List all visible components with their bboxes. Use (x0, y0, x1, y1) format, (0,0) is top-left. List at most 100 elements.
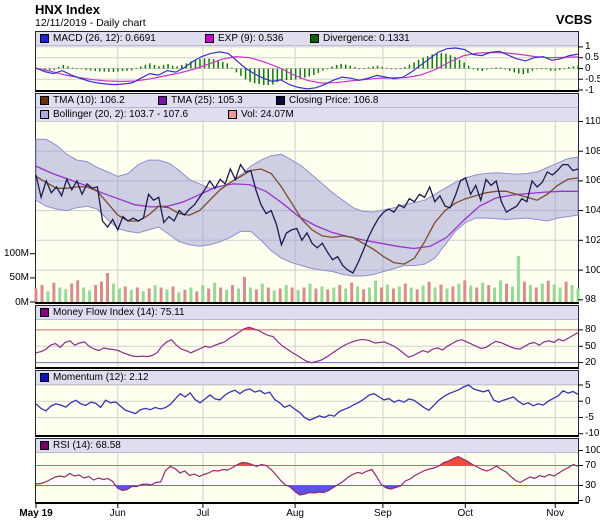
divergence-bar (222, 61, 224, 69)
legend-label: MACD (26, 12): 0.6691 (53, 33, 156, 44)
volume-bar (397, 286, 401, 302)
divergence-bar (527, 68, 529, 73)
divergence-bar (253, 68, 256, 84)
divergence-bar (349, 65, 351, 69)
divergence-bar (490, 68, 493, 69)
divergence-bar (408, 64, 411, 69)
volume-bar (135, 287, 139, 302)
volume-bar (248, 287, 252, 302)
divergence-bar (363, 68, 365, 69)
divergence-bar (285, 68, 288, 81)
divergence-bar (299, 68, 301, 79)
volume-bar (195, 291, 199, 302)
legend-label: EXP (9): 0.536 (218, 33, 284, 44)
legend-label: RSI (14): 68.58 (53, 440, 121, 451)
volume-bar (516, 256, 520, 302)
volume-bar (326, 289, 330, 302)
divergence-bar (486, 68, 488, 70)
divergence-bar (62, 65, 65, 69)
divergence-bar (67, 66, 69, 69)
divergence-bar (504, 68, 506, 70)
rsi-y-label: 0 (585, 495, 591, 506)
volume-bar (433, 287, 437, 302)
volume-bar (475, 287, 479, 302)
volume-bar (213, 282, 217, 302)
divergence-bar (399, 68, 402, 70)
divergence-bar (536, 68, 538, 70)
legend-mfi: Money Flow Index (14): 75.11 (36, 306, 578, 320)
legend-swatch-icon (310, 34, 319, 43)
macd-y-label: 0.5 (585, 52, 599, 64)
volume-bar (123, 286, 127, 302)
divergence-bar (53, 68, 55, 70)
macd-y-label: 0 (585, 63, 591, 74)
divergence-bar (545, 68, 547, 70)
volume-bar (111, 283, 115, 302)
volume-bar (231, 285, 234, 302)
volume-bar (368, 287, 371, 302)
divergence-bar (231, 67, 233, 69)
divergence-bar (103, 68, 106, 72)
legend-label: TMA (25): 105.3 (171, 95, 243, 106)
volume-bar (540, 283, 544, 302)
divergence-bar (559, 68, 561, 70)
chart-subtitle: 12/11/2019 - Daily chart (35, 17, 146, 29)
divergence-bar (563, 68, 566, 70)
volume-bar (76, 280, 80, 302)
macd-y-label: -0.5 (585, 73, 600, 85)
threshold-fill (439, 456, 475, 466)
volume-bar (165, 289, 169, 302)
divergence-bar (404, 66, 406, 69)
divergence-bar (540, 68, 543, 69)
volume-bar (421, 285, 425, 302)
divergence-bar (281, 68, 283, 80)
divergence-bar (454, 57, 456, 69)
mfi-line (35, 326, 579, 364)
volume-bar (147, 288, 151, 302)
volume-bar (439, 284, 443, 302)
divergence-bar (367, 67, 370, 69)
volume-bar (52, 282, 56, 302)
volume-bar (284, 285, 288, 302)
divergence-bar (153, 65, 156, 69)
volume-bar (260, 283, 264, 302)
legend-label: Divergence: 0.1331 (323, 33, 410, 44)
divergence-bar (71, 67, 74, 69)
divergence-bar (94, 68, 96, 72)
volume-bar (88, 290, 92, 302)
legend-item: TMA (25): 105.3 (158, 95, 276, 106)
price-y-label: 102 (585, 234, 600, 246)
volume-bar (153, 285, 157, 302)
legend-swatch-icon (40, 110, 49, 119)
volume-bar (505, 283, 508, 302)
divergence-bar (80, 68, 83, 70)
legend-label: Closing Price: 106.8 (289, 95, 379, 106)
divergence-bar (358, 68, 361, 70)
volume-bar (70, 283, 74, 302)
volume-bar (385, 284, 389, 302)
divergence-bar (249, 68, 251, 82)
month-label: Jul (196, 508, 210, 519)
divergence-bar (445, 53, 447, 69)
divergence-bar (554, 68, 556, 71)
volume-bar (469, 285, 473, 302)
momentum-y-label: -10 (585, 428, 600, 440)
divergence-bar (440, 53, 443, 69)
volume-bar (100, 281, 103, 302)
divergence-bar (495, 67, 497, 69)
panel-mfi: Money Flow Index (14): 75.11 (35, 305, 579, 369)
divergence-bar (568, 67, 570, 69)
divergence-bar (531, 68, 534, 71)
legend-item: EXP (9): 0.536 (205, 33, 310, 44)
divergence-bar (508, 68, 511, 71)
divergence-bar (226, 63, 228, 69)
divergence-bar (294, 68, 297, 80)
volume-bar (481, 282, 485, 302)
divergence-bar (386, 67, 388, 69)
volume-bar (183, 289, 187, 302)
month-label: Oct (457, 508, 474, 519)
legend-swatch-icon (205, 34, 214, 43)
volume-bar (266, 287, 270, 302)
rsi-y-label: 100 (585, 445, 600, 456)
